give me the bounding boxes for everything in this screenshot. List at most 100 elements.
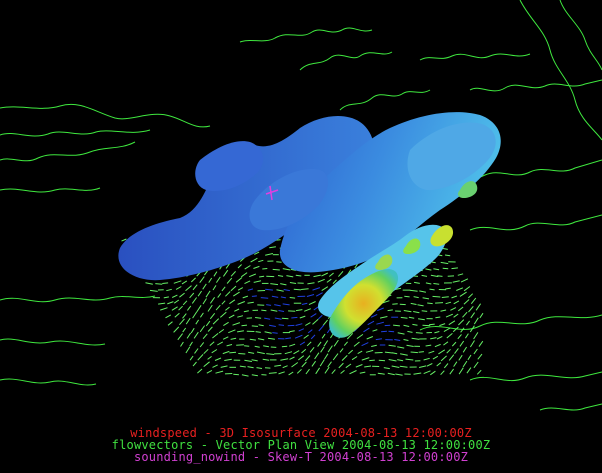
flow-vector: [341, 355, 348, 361]
flow-vector: [181, 280, 188, 285]
flow-vector: [463, 286, 471, 292]
flow-vector: [254, 251, 260, 255]
flow-vector: [475, 303, 482, 311]
flow-vector: [317, 341, 322, 347]
flow-vector: [440, 355, 447, 362]
flow-vector: [417, 304, 424, 307]
flow-vector: [343, 341, 348, 346]
flow-vector: [281, 345, 288, 348]
flow-vector: [367, 320, 375, 326]
flow-vector: [351, 356, 358, 361]
flow-vector: [356, 333, 364, 340]
flow-vector: [171, 306, 178, 311]
flow-vector: [403, 339, 409, 341]
flow-vector: [243, 310, 249, 313]
flow-vector: [428, 350, 435, 354]
flow-vector: [410, 302, 417, 305]
flow-vector: [265, 288, 273, 291]
flow-vector: [241, 374, 249, 377]
flow-vector: [194, 348, 199, 354]
flow-vector: [199, 325, 206, 333]
flow-vector: [388, 330, 395, 333]
flow-vector: [277, 275, 284, 277]
flow-vector: [207, 304, 213, 312]
flow-vector: [462, 311, 468, 318]
flow-vector: [469, 340, 475, 348]
flow-vector: [412, 323, 418, 326]
flow-vector: [441, 296, 449, 298]
flow-vector: [425, 344, 432, 347]
flow-vector: [163, 296, 169, 299]
flow-vector: [421, 310, 428, 312]
flow-vector: [238, 353, 246, 355]
flow-vector: [408, 316, 415, 319]
flow-vector: [415, 332, 423, 334]
flow-vector: [407, 330, 413, 333]
flow-vector: [473, 332, 479, 340]
flow-vector: [297, 355, 305, 361]
flow-vector: [372, 329, 378, 332]
flow-vector: [221, 300, 226, 305]
flow-vector: [394, 339, 401, 341]
flow-vector: [278, 324, 285, 326]
flow-vector: [283, 289, 290, 292]
flow-vector: [303, 334, 309, 339]
flow-vector: [189, 292, 195, 299]
flow-vector: [228, 314, 235, 319]
flow-vector: [222, 350, 230, 355]
sounding-marker[interactable]: [265, 185, 279, 201]
flow-vector: [457, 334, 462, 340]
flow-vector: [241, 324, 248, 327]
flow-vector: [414, 281, 420, 284]
flow-vector: [310, 313, 317, 318]
flow-vector: [375, 338, 382, 341]
flow-vector: [272, 332, 278, 334]
flow-vector: [473, 361, 479, 369]
flow-vector: [299, 341, 306, 346]
flow-vector: [462, 346, 468, 353]
flow-vector: [387, 372, 395, 376]
flow-vector: [256, 367, 263, 369]
flow-vector: [222, 269, 229, 277]
flow-vector: [326, 278, 332, 283]
flow-vector: [421, 274, 428, 277]
flow-vector: [253, 280, 262, 283]
flow-vector: [376, 321, 385, 325]
flow-vector: [357, 350, 363, 355]
flow-vector: [162, 282, 169, 284]
flow-vector: [425, 282, 432, 285]
flow-vector: [430, 370, 436, 376]
flow-vector: [193, 331, 199, 339]
flow-vector: [229, 299, 236, 305]
flow-vector: [202, 298, 207, 305]
flow-vector: [225, 291, 231, 297]
flow-vector: [291, 316, 298, 319]
flow-vector: [409, 289, 418, 292]
flow-vector: [377, 307, 384, 312]
flow-vector: [215, 370, 224, 374]
flow-vector: [332, 279, 337, 284]
flow-vector: [403, 324, 410, 327]
flow-vector: [346, 332, 354, 340]
flow-vector: [158, 302, 166, 305]
flow-vector: [433, 268, 440, 271]
flow-vector: [454, 348, 459, 354]
flow-vector: [364, 365, 372, 368]
flow-vector: [255, 317, 262, 319]
flow-vector: [186, 332, 192, 339]
flow-vector: [379, 316, 388, 319]
flow-vector: [244, 359, 252, 362]
flow-vector: [207, 326, 213, 332]
flow-vector: [190, 327, 195, 334]
flow-vector: [242, 295, 249, 299]
flow-vector: [314, 352, 320, 360]
flow-vector: [405, 358, 414, 361]
flow-vector: [260, 297, 269, 299]
flow-vector: [435, 316, 441, 319]
flow-vector: [449, 368, 455, 375]
flow-vector: [400, 316, 408, 319]
flow-vector: [323, 340, 329, 347]
flow-vector: [237, 264, 242, 269]
